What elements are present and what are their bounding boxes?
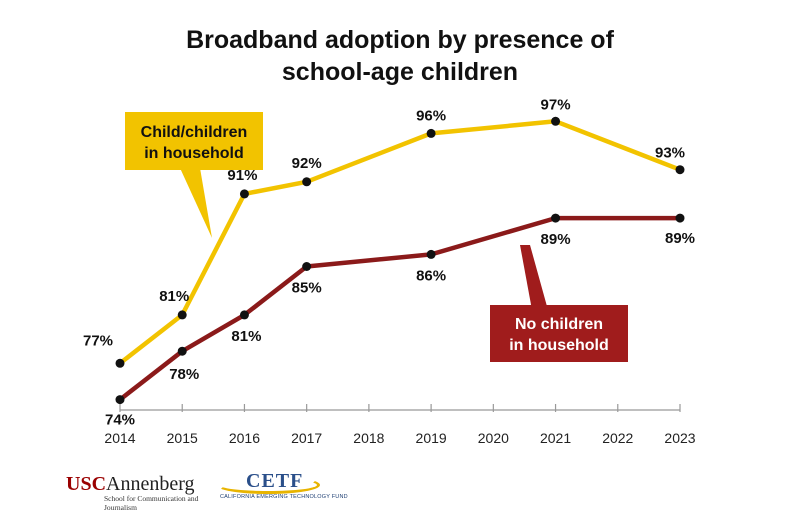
data-label-no-children-2023: 89% bbox=[665, 230, 695, 247]
data-point-with-children-2023 bbox=[675, 165, 685, 175]
chart-title: Broadband adoption by presence of school… bbox=[0, 24, 800, 88]
data-point-with-children-2015 bbox=[177, 310, 187, 320]
data-point-with-children-2014 bbox=[115, 358, 125, 368]
data-label-no-children-2021: 89% bbox=[541, 231, 571, 248]
callout-with-children-box bbox=[125, 112, 263, 170]
callout-with-children-line-1: Child/children bbox=[141, 124, 248, 141]
x-tick-label-2021: 2021 bbox=[540, 430, 571, 446]
x-tick-label-2018: 2018 bbox=[353, 430, 384, 446]
x-tick-label-2022: 2022 bbox=[602, 430, 633, 446]
chart-title-line-1: Broadband adoption by presence of bbox=[186, 26, 614, 54]
x-tick-label-2014: 2014 bbox=[104, 430, 135, 446]
x-tick-label-2023: 2023 bbox=[664, 430, 695, 446]
data-point-no-children-2021 bbox=[551, 213, 561, 223]
callout-no-children-pointer bbox=[520, 245, 548, 310]
data-label-no-children-2015: 78% bbox=[169, 366, 199, 383]
chart-title-line-2: school-age children bbox=[281, 58, 519, 86]
cetf-logo-subtitle: CALIFORNIA EMERGING TECHNOLOGY FUND bbox=[220, 494, 348, 500]
data-label-with-children-2014: 77% bbox=[83, 332, 113, 349]
data-label-no-children-2014: 74% bbox=[105, 412, 135, 429]
data-label-with-children-2021: 97% bbox=[541, 96, 571, 113]
data-label-with-children-2016: 91% bbox=[227, 167, 257, 184]
usc-annenberg-logo: USCAnnenberg School for Communication an… bbox=[66, 474, 214, 512]
data-point-with-children-2021 bbox=[551, 116, 561, 126]
callout-with-children-line-2: in household bbox=[144, 145, 244, 162]
callout-with-children: Child/children in household bbox=[125, 112, 263, 238]
data-label-with-children-2019: 96% bbox=[416, 107, 446, 124]
x-tick-label-2015: 2015 bbox=[167, 430, 198, 446]
cetf-logo: CETF CALIFORNIA EMERGING TECHNOLOGY FUND bbox=[216, 470, 348, 504]
callout-no-children-line-2: in household bbox=[509, 337, 609, 354]
callout-no-children-line-1: No children bbox=[515, 316, 603, 333]
x-tick-label-2020: 2020 bbox=[478, 430, 509, 446]
data-label-with-children-2023: 93% bbox=[655, 145, 685, 162]
line-chart: 2014 2015 2016 2017 2018 2019 2020 2021 2022 2023… bbox=[83, 96, 696, 446]
callout-no-children-box bbox=[490, 305, 628, 362]
cetf-logo-name: CETF bbox=[246, 470, 304, 492]
data-point-no-children-2019 bbox=[426, 249, 436, 259]
data-point-no-children-2017 bbox=[302, 262, 312, 271]
cetf-swoosh-icon bbox=[216, 476, 320, 494]
usc-logo-usc: USC bbox=[66, 473, 107, 495]
data-label-with-children-2015: 81% bbox=[159, 288, 189, 305]
data-point-no-children-2014 bbox=[115, 395, 125, 405]
usc-logo-annenberg: Annenberg bbox=[106, 473, 195, 495]
x-tick-label-2016: 2016 bbox=[229, 430, 260, 446]
data-label-no-children-2019: 86% bbox=[416, 267, 446, 284]
data-point-with-children-2019 bbox=[426, 128, 436, 138]
usc-logo-subtitle: School for Communication and Journalism bbox=[104, 494, 199, 512]
callout-no-children: No children in household bbox=[490, 245, 628, 362]
data-point-with-children-2017 bbox=[302, 177, 312, 187]
data-label-no-children-2017: 85% bbox=[292, 280, 322, 297]
data-point-with-children-2016 bbox=[239, 189, 249, 199]
x-tick-label-2019: 2019 bbox=[416, 430, 447, 446]
data-point-no-children-2015 bbox=[177, 346, 187, 356]
data-label-no-children-2016: 81% bbox=[231, 328, 261, 345]
data-point-no-children-2023 bbox=[675, 213, 685, 223]
x-tick-label-2017: 2017 bbox=[291, 430, 322, 446]
callout-with-children-pointer bbox=[180, 168, 212, 238]
data-label-with-children-2017: 92% bbox=[292, 155, 322, 172]
data-point-no-children-2016 bbox=[239, 310, 249, 320]
